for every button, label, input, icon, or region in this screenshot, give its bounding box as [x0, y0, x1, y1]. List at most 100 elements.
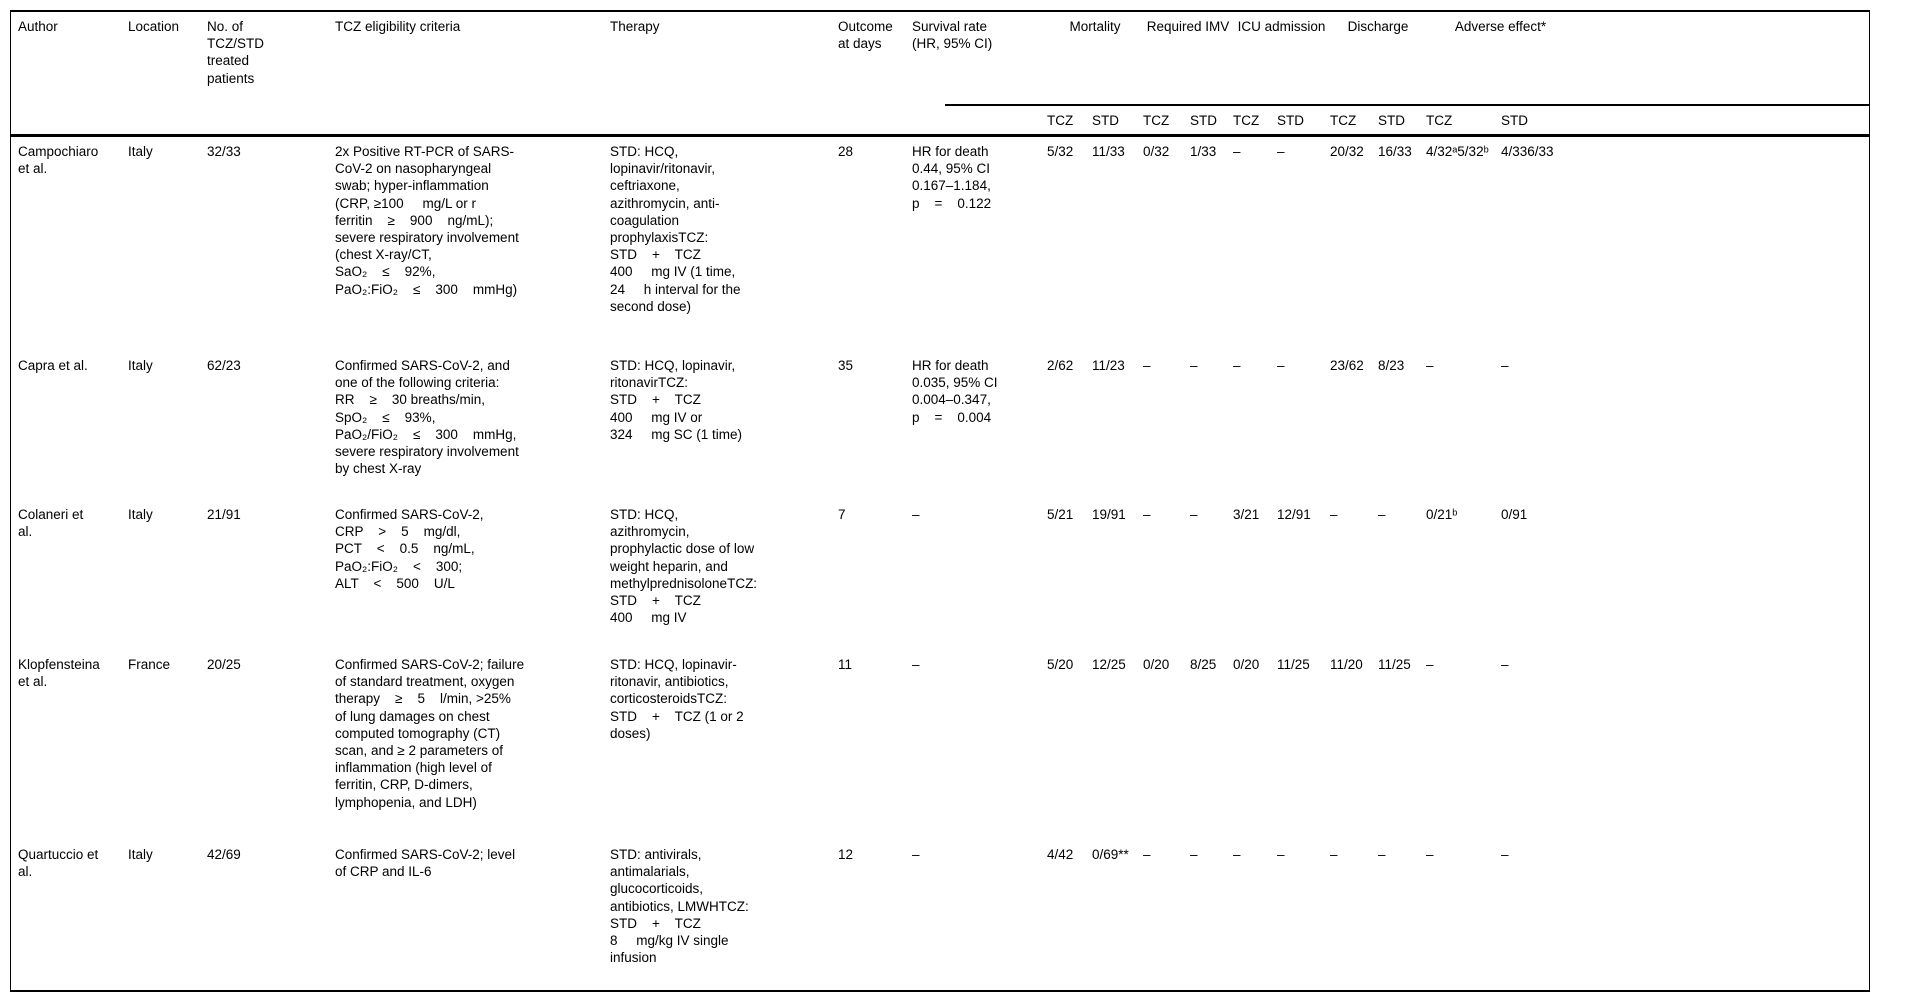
- stat-value: 11/23: [1092, 358, 1125, 373]
- subheader-tcz-8: TCZ: [1426, 113, 1453, 128]
- subheader-tcz-6: TCZ: [1330, 113, 1357, 128]
- criteria-cell: Confirmed SARS-CoV-2, and one of the fol…: [335, 358, 519, 477]
- stat-value: 0/91: [1501, 507, 1528, 522]
- table-bottom-rule: [10, 990, 1870, 992]
- stat-value: –: [1190, 358, 1198, 373]
- author-cell: Klopfensteina et al.: [18, 657, 100, 690]
- therapy-cell: STD: HCQ, lopinavir, ritonavirTCZ: STD +…: [610, 358, 743, 442]
- stat-value: 11/25: [1378, 657, 1411, 672]
- stat-cells: 5/32 11/33 0/32 1/33 – – 20/32 16/33 4/32ᵃ5/32ᵇ 4…: [1047, 143, 1586, 160]
- stat-cells: 2/62 11/23 – – – – 23/62 8/23 – –: [1047, 357, 1586, 374]
- group-header-required-imv: Required IMV: [1146, 19, 1230, 34]
- stat-cells: 4/42 0/69** – – – – – – – –: [1047, 846, 1586, 863]
- table-header-row: Author Location No. of TCZ/STD treated p…: [18, 18, 1047, 87]
- stat-value: 8/23: [1378, 358, 1405, 373]
- table-row: Campochiaro et al. Italy 32/33 2x Positi…: [18, 143, 1586, 315]
- stat-value: 8/25: [1190, 657, 1217, 672]
- stat-value: –: [1501, 847, 1509, 862]
- patients-cell: 32/33: [207, 144, 241, 159]
- col-header-author: Author: [18, 19, 58, 34]
- stat-cells: 5/20 12/25 0/20 8/25 0/20 11/25 11/20 11/25– –: [1047, 656, 1586, 673]
- subheader-tcz-0: TCZ: [1047, 113, 1074, 128]
- subheader-std-1: STD: [1092, 113, 1119, 128]
- author-cell: Colaneri et al.: [18, 507, 84, 540]
- location-cell: Italy: [128, 507, 153, 522]
- stat-value: –: [1233, 358, 1241, 373]
- stat-value: –: [1378, 847, 1386, 862]
- stat-value: 16/33: [1378, 144, 1412, 159]
- stat-value: 0/20: [1143, 657, 1170, 672]
- subheader-std-9: STD: [1501, 113, 1528, 128]
- stat-value: –: [1190, 507, 1198, 522]
- col-header-therapy: Therapy: [610, 19, 660, 34]
- location-cell: Italy: [128, 144, 153, 159]
- col-header-criteria: TCZ eligibility criteria: [335, 19, 461, 34]
- stat-value: 12/91: [1277, 507, 1311, 522]
- stat-value: –: [1233, 144, 1241, 159]
- stat-value: –: [1330, 847, 1338, 862]
- stat-value: 2/62: [1047, 358, 1074, 373]
- stat-value: –: [1143, 847, 1151, 862]
- stat-value: 0/32: [1143, 144, 1170, 159]
- stat-value: 11/20: [1330, 657, 1363, 672]
- stat-value: 12/25: [1092, 657, 1126, 672]
- outcome-cell: 28: [838, 144, 854, 159]
- criteria-cell: Confirmed SARS-CoV-2, CRP > 5 mg/dl, PCT…: [335, 507, 484, 591]
- stat-value: 3/21: [1233, 507, 1260, 522]
- stat-value: 0/20: [1233, 657, 1260, 672]
- group-header-icu-admission: ICU admission: [1237, 19, 1326, 34]
- subheader-tcz-2: TCZ: [1143, 113, 1170, 128]
- location-cell: Italy: [128, 847, 153, 862]
- location-cell: France: [128, 657, 171, 672]
- therapy-cell: STD: antivirals, antimalarials, glucocor…: [610, 847, 749, 966]
- table-row: Colaneri et al. Italy 21/91 Confirmed SA…: [18, 506, 1586, 626]
- table-top-rule: [10, 10, 1870, 12]
- outcome-cell: 35: [838, 358, 854, 373]
- outcome-cell: 11: [838, 657, 853, 672]
- table-row: Klopfensteina et al. France 20/25 Confir…: [18, 656, 1586, 811]
- patients-cell: 42/69: [207, 847, 241, 862]
- stat-value: –: [1501, 657, 1509, 672]
- stat-value: 0/21ᵇ: [1426, 507, 1458, 522]
- group-header-rule: [945, 104, 1870, 106]
- patients-cell: 62/23: [207, 358, 241, 373]
- survival-cell: –: [912, 657, 920, 672]
- stat-value: –: [1277, 144, 1285, 159]
- subheader-row: TCZ STD TCZ STD TCZ STD TCZ STD TCZ STD: [1047, 112, 1586, 129]
- stat-value: 4/42: [1047, 847, 1074, 862]
- stat-value: –: [1190, 847, 1198, 862]
- stat-value: 4/32ᵃ5/32ᵇ: [1426, 144, 1489, 159]
- subheader-std-3: STD: [1190, 113, 1217, 128]
- criteria-cell: Confirmed SARS-CoV-2; failure of standar…: [335, 657, 525, 810]
- stat-value: –: [1426, 847, 1434, 862]
- group-header-adverse-effect: Adverse effect*: [1454, 19, 1547, 34]
- group-header-mortality: Mortality: [1069, 19, 1121, 34]
- stat-value: 19/91: [1092, 507, 1126, 522]
- stat-value: 1/33: [1190, 144, 1217, 159]
- table-row: Quartuccio et al. Italy 42/69 Confirmed …: [18, 846, 1586, 966]
- location-cell: Italy: [128, 358, 153, 373]
- outcome-cell: 7: [838, 507, 846, 522]
- table-left-border: [10, 10, 12, 992]
- stat-value: –: [1330, 507, 1338, 522]
- survival-cell: –: [912, 847, 920, 862]
- col-header-survival: Survival rate (HR, 95% CI): [912, 19, 993, 52]
- stat-cells: 5/21 19/91 – – 3/21 12/91 – – 0/21ᵇ 0/91: [1047, 506, 1586, 523]
- stat-value: 5/32: [1047, 144, 1074, 159]
- author-cell: Quartuccio et al.: [18, 847, 99, 880]
- outcome-cell: 12: [838, 847, 854, 862]
- col-header-outcome: Outcome at days: [838, 19, 893, 52]
- subheader-tcz-4: TCZ: [1233, 113, 1260, 128]
- therapy-cell: STD: HCQ, lopinavir/ritonavir, ceftriaxo…: [610, 144, 741, 314]
- survival-cell: –: [912, 507, 920, 522]
- subheader-std-5: STD: [1277, 113, 1304, 128]
- patients-cell: 20/25: [207, 657, 241, 672]
- stat-value: 20/32: [1330, 144, 1364, 159]
- criteria-cell: 2x Positive RT-PCR of SARS- CoV-2 on nas…: [335, 144, 519, 297]
- table-row: Capra et al. Italy 62/23 Confirmed SARS-…: [18, 357, 1586, 477]
- stat-value: –: [1378, 507, 1386, 522]
- stat-value: 11/33: [1092, 144, 1125, 159]
- subheader-std-7: STD: [1378, 113, 1405, 128]
- patients-cell: 21/91: [207, 507, 241, 522]
